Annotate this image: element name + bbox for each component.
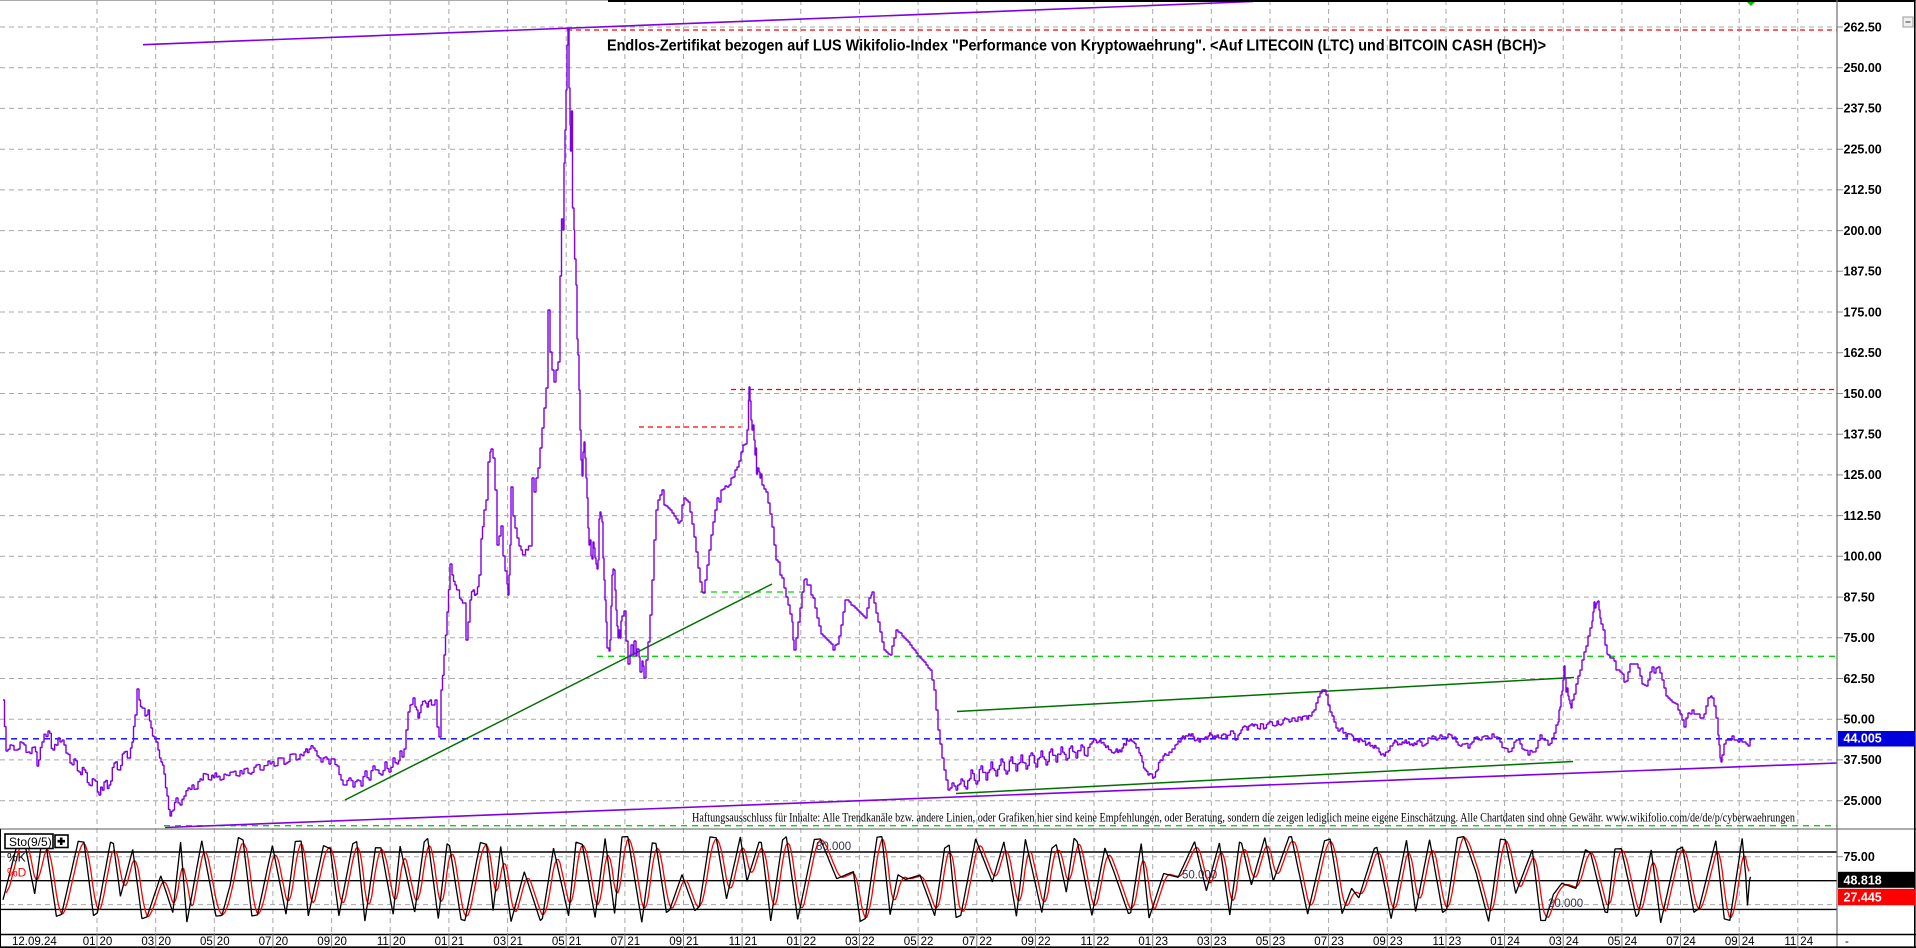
svg-text:23: 23	[1273, 936, 1286, 948]
svg-text:05: 05	[1256, 936, 1269, 948]
svg-text:07: 07	[259, 936, 272, 948]
svg-text:262.50: 262.50	[1844, 20, 1882, 34]
svg-text:48.818: 48.818	[1844, 873, 1882, 887]
svg-text:112.50: 112.50	[1844, 509, 1882, 523]
svg-text:21: 21	[569, 936, 582, 948]
svg-text:12.09.24: 12.09.24	[12, 936, 57, 948]
svg-text:87.50: 87.50	[1844, 590, 1875, 604]
svg-text:01: 01	[83, 936, 96, 948]
svg-text:27.445: 27.445	[1844, 890, 1882, 904]
svg-text:Haftungsausschluss für Inhalte: Haftungsausschluss für Inhalte: Alle Tre…	[692, 811, 1796, 825]
svg-text:07: 07	[1666, 936, 1679, 948]
svg-text:50.00: 50.00	[1844, 713, 1875, 727]
svg-text:01: 01	[435, 936, 448, 948]
svg-text:237.50: 237.50	[1844, 102, 1882, 116]
svg-text:125.00: 125.00	[1844, 468, 1882, 482]
svg-text:09: 09	[317, 936, 330, 948]
svg-text:05: 05	[904, 936, 917, 948]
svg-text:03: 03	[1549, 936, 1562, 948]
svg-text:24: 24	[1683, 936, 1696, 948]
svg-text:11: 11	[1784, 936, 1796, 948]
svg-text:22: 22	[921, 936, 934, 948]
svg-text:05: 05	[552, 936, 565, 948]
svg-text:25.000: 25.000	[1844, 794, 1882, 808]
svg-text:212.50: 212.50	[1844, 183, 1882, 197]
svg-text:22: 22	[1038, 936, 1051, 948]
svg-text:24: 24	[1566, 936, 1579, 948]
svg-text:150.00: 150.00	[1844, 387, 1882, 401]
svg-text:21: 21	[451, 936, 464, 948]
svg-text:225.00: 225.00	[1844, 143, 1882, 157]
svg-text:75.00: 75.00	[1844, 850, 1875, 864]
svg-text:23: 23	[1155, 936, 1168, 948]
svg-text:05: 05	[1608, 936, 1621, 948]
svg-text:24: 24	[1624, 936, 1637, 948]
svg-text:23: 23	[1390, 936, 1403, 948]
svg-text:11: 11	[377, 936, 389, 948]
svg-text:20: 20	[393, 936, 406, 948]
svg-text:21: 21	[686, 936, 699, 948]
svg-text:50.000: 50.000	[1182, 870, 1217, 882]
svg-text:01: 01	[1138, 936, 1151, 948]
svg-text:07: 07	[962, 936, 975, 948]
svg-text:20: 20	[100, 936, 113, 948]
svg-text:Endlos-Zertifikat bezogen auf: Endlos-Zertifikat bezogen auf LUS Wikifo…	[607, 38, 1546, 55]
svg-text:%D: %D	[7, 866, 27, 880]
svg-text:22: 22	[979, 936, 992, 948]
svg-text:20: 20	[158, 936, 171, 948]
svg-text:09: 09	[1021, 936, 1034, 948]
svg-text:01: 01	[787, 936, 800, 948]
svg-text:250.00: 250.00	[1844, 61, 1882, 75]
svg-text:75.00: 75.00	[1844, 631, 1875, 645]
svg-text:20: 20	[275, 936, 288, 948]
svg-text:09: 09	[1373, 936, 1386, 948]
svg-text:-: -	[1845, 936, 1849, 948]
svg-text:07: 07	[611, 936, 624, 948]
svg-text:22: 22	[862, 936, 875, 948]
svg-text:21: 21	[510, 936, 523, 948]
svg-text:07: 07	[1314, 936, 1327, 948]
svg-text:05: 05	[200, 936, 213, 948]
svg-text:03: 03	[845, 936, 858, 948]
svg-text:11: 11	[729, 936, 741, 948]
svg-text:11: 11	[1081, 936, 1093, 948]
svg-text:03: 03	[141, 936, 154, 948]
svg-text:175.00: 175.00	[1844, 305, 1882, 319]
svg-text:22: 22	[803, 936, 816, 948]
svg-text:21: 21	[745, 936, 758, 948]
svg-text:Sto(9/5): Sto(9/5)	[9, 835, 52, 849]
svg-text:03: 03	[1197, 936, 1210, 948]
svg-text:21: 21	[627, 936, 640, 948]
svg-text:01: 01	[1490, 936, 1503, 948]
svg-text:23: 23	[1449, 936, 1462, 948]
svg-text:44.005: 44.005	[1844, 732, 1882, 746]
svg-text:20: 20	[217, 936, 230, 948]
svg-text:100.00: 100.00	[1844, 550, 1882, 564]
svg-text:20.000: 20.000	[1548, 898, 1583, 910]
svg-text:187.50: 187.50	[1844, 265, 1882, 279]
svg-text:62.50: 62.50	[1844, 672, 1875, 686]
svg-text:24: 24	[1507, 936, 1520, 948]
svg-text:200.00: 200.00	[1844, 224, 1882, 238]
svg-text:03: 03	[493, 936, 506, 948]
svg-text:20: 20	[334, 936, 347, 948]
svg-text:24: 24	[1800, 936, 1813, 948]
svg-text:23: 23	[1214, 936, 1227, 948]
svg-text:37.500: 37.500	[1844, 753, 1882, 767]
svg-text:%K: %K	[7, 851, 26, 865]
svg-text:09: 09	[669, 936, 682, 948]
svg-text:23: 23	[1331, 936, 1344, 948]
svg-text:162.50: 162.50	[1844, 346, 1882, 360]
svg-text:09: 09	[1725, 936, 1738, 948]
svg-text:22: 22	[1097, 936, 1110, 948]
svg-text:11: 11	[1433, 936, 1445, 948]
svg-text:80.000: 80.000	[816, 841, 851, 853]
svg-text:137.50: 137.50	[1844, 428, 1882, 442]
svg-text:24: 24	[1742, 936, 1755, 948]
